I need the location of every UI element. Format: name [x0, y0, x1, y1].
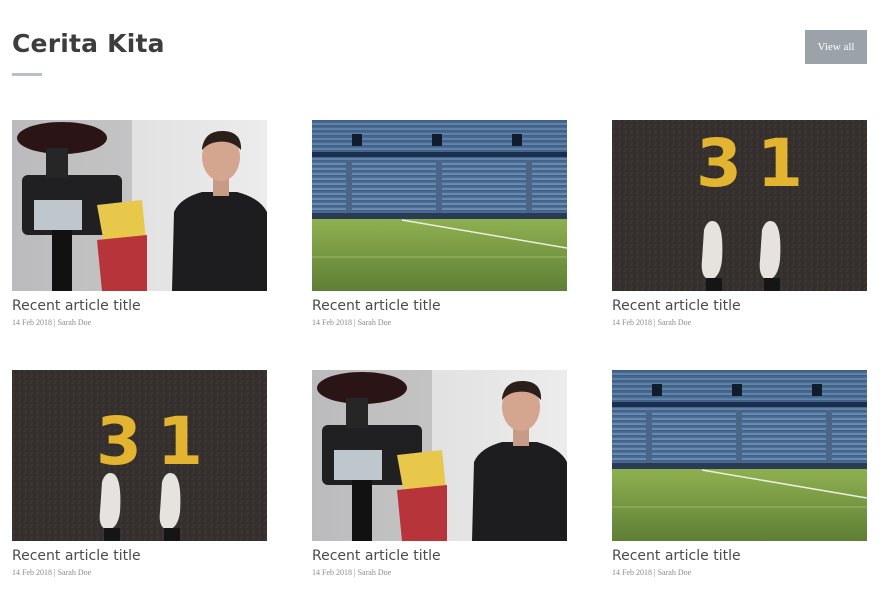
svg-text:3: 3 — [696, 125, 742, 202]
article-title[interactable]: Recent article title — [612, 548, 741, 564]
section-title: Cerita Kita — [12, 29, 165, 58]
view-all-button[interactable]: View all — [805, 30, 867, 64]
article-title[interactable]: Recent article title — [612, 298, 741, 314]
article-meta: 14 Feb 2018 | Sarah Doe — [612, 568, 692, 577]
title-underline — [12, 73, 42, 76]
article-title[interactable]: Recent article title — [312, 548, 441, 564]
article-meta: 14 Feb 2018 | Sarah Doe — [12, 318, 92, 327]
article-meta: 14 Feb 2018 | Sarah Doe — [12, 568, 92, 577]
article-meta: 14 Feb 2018 | Sarah Doe — [312, 568, 392, 577]
photo-stadium[interactable] — [612, 370, 867, 541]
article-card[interactable]: Recent article title 14 Feb 2018 | Sarah… — [612, 370, 867, 578]
article-card[interactable]: Recent article title 14 Feb 2018 | Sarah… — [312, 120, 567, 328]
photo-man-camera[interactable] — [12, 120, 267, 291]
article-card[interactable]: Recent article title 14 Feb 2018 | Sarah… — [312, 370, 567, 578]
photo-number-31[interactable]: 3 1 — [612, 120, 867, 291]
section-header: Cerita Kita View all — [12, 28, 867, 80]
svg-text:3: 3 — [96, 403, 142, 480]
article-card[interactable]: 3 1 Recent article title 14 Feb 2018 | S… — [12, 370, 267, 578]
article-meta: 14 Feb 2018 | Sarah Doe — [612, 318, 692, 327]
article-card[interactable]: Recent article title 14 Feb 2018 | Sarah… — [12, 120, 267, 328]
photo-stadium[interactable] — [312, 120, 567, 291]
article-title[interactable]: Recent article title — [312, 298, 441, 314]
article-title[interactable]: Recent article title — [12, 548, 141, 564]
photo-man-camera[interactable] — [312, 370, 567, 541]
svg-text:1: 1 — [157, 403, 203, 480]
article-card[interactable]: 3 1 Recent article title 14 Feb 2018 | S… — [612, 120, 867, 328]
article-title[interactable]: Recent article title — [12, 298, 141, 314]
photo-number-31[interactable]: 3 1 — [12, 370, 267, 541]
article-meta: 14 Feb 2018 | Sarah Doe — [312, 318, 392, 327]
svg-text:1: 1 — [757, 125, 803, 202]
